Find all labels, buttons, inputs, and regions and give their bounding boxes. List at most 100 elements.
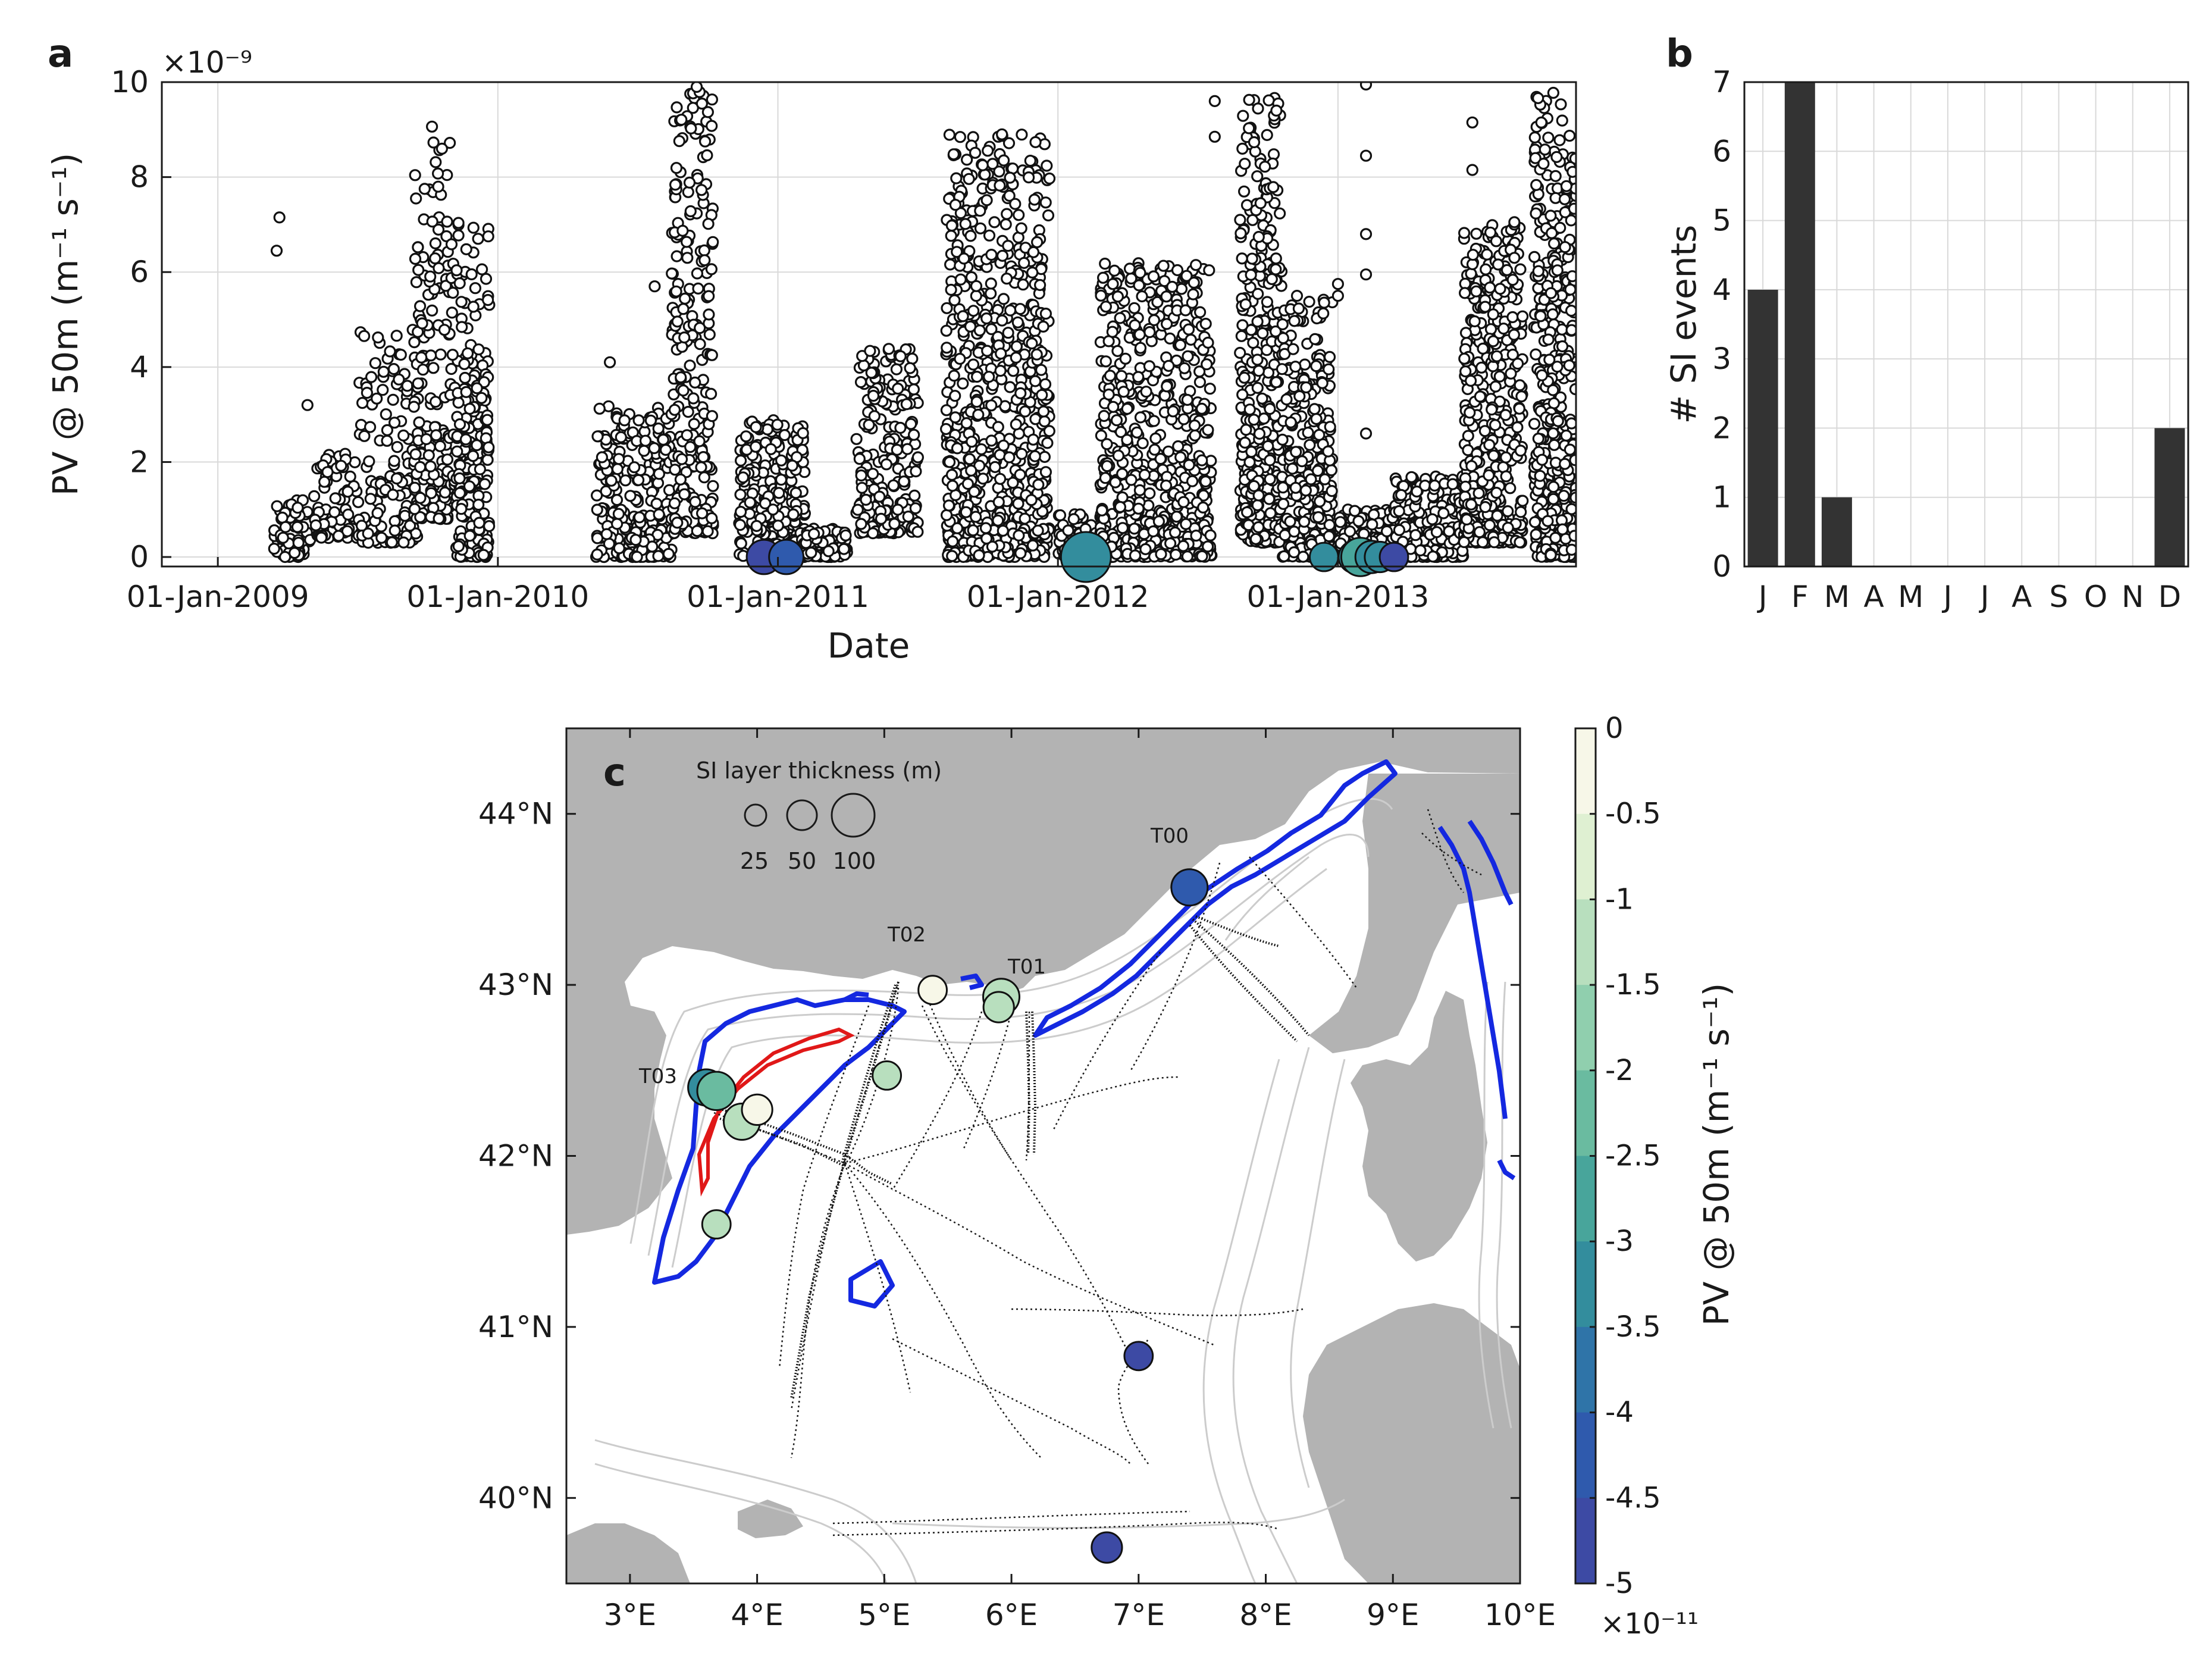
pv-point — [356, 396, 369, 409]
pv-point — [892, 382, 904, 395]
pv-point — [1298, 515, 1311, 528]
pv-point — [434, 348, 447, 361]
pv-point — [997, 154, 1010, 167]
pv-point — [1542, 333, 1555, 346]
pv-point — [1101, 438, 1113, 450]
pv-point — [1555, 98, 1567, 111]
pv-point — [1252, 365, 1265, 377]
pv-point — [482, 519, 496, 533]
pv-point — [271, 500, 283, 512]
pv-point — [1514, 263, 1527, 276]
pv-point — [698, 471, 710, 484]
pv-point — [1458, 352, 1471, 365]
pv-point — [668, 403, 681, 416]
pv-point — [887, 479, 900, 492]
pv-point — [1267, 181, 1280, 193]
pv-point — [425, 487, 437, 499]
pv-point — [1483, 439, 1496, 451]
pv-point — [1251, 315, 1264, 328]
pv-point — [422, 449, 435, 462]
pv-point — [447, 286, 459, 299]
pv-point — [1405, 471, 1418, 483]
pv-point — [414, 492, 427, 504]
pv-point — [959, 218, 972, 230]
pv-point — [902, 510, 914, 523]
pv-point — [1349, 505, 1361, 517]
pv-point — [994, 179, 1006, 192]
pv-point — [466, 450, 480, 462]
pv-point — [679, 292, 691, 305]
pv-point — [1251, 381, 1264, 395]
pv-point — [1302, 426, 1314, 439]
pv-point — [1196, 454, 1208, 467]
pv-point — [1164, 537, 1177, 550]
pv-point — [408, 336, 421, 349]
pv-point — [701, 525, 714, 537]
pv-point — [1277, 481, 1289, 494]
pv-point — [949, 390, 961, 402]
pv-point — [1467, 249, 1479, 261]
pv-point — [427, 362, 440, 374]
pv-point — [1004, 381, 1016, 393]
pv-point — [1018, 256, 1030, 269]
pv-point — [1528, 131, 1541, 144]
pv-point — [1002, 327, 1014, 339]
pv-point — [992, 496, 1005, 508]
pv-point — [894, 350, 907, 362]
pv-point — [960, 417, 973, 430]
pv-point — [1111, 290, 1124, 303]
pv-point — [1459, 365, 1472, 378]
pv-point — [674, 473, 687, 486]
pv-point — [1564, 130, 1576, 142]
pv-point — [1168, 526, 1182, 539]
pv-point — [410, 192, 422, 205]
pv-point — [1134, 342, 1147, 354]
pv-point — [358, 330, 371, 342]
pv-point — [1514, 379, 1526, 392]
pv-point — [381, 434, 393, 447]
pv-point — [1465, 460, 1478, 472]
pv-point — [853, 452, 866, 465]
pv-point — [948, 370, 960, 382]
pv-point — [472, 498, 485, 511]
pv-point — [1022, 171, 1035, 184]
pv-point — [1409, 529, 1422, 542]
pv-point — [706, 410, 719, 422]
pv-point — [1264, 473, 1276, 486]
pv-point — [698, 135, 712, 148]
pv-point — [1019, 405, 1032, 418]
pv-point — [1096, 504, 1108, 517]
pv-point — [1136, 290, 1148, 303]
pv-point — [1484, 281, 1496, 294]
pv-point — [1426, 513, 1439, 525]
pv-point — [653, 508, 665, 521]
pv-point — [1500, 470, 1512, 483]
pv-point — [1001, 273, 1013, 285]
pv-point — [675, 371, 687, 384]
pv-point — [945, 468, 958, 481]
pv-point — [1181, 550, 1194, 563]
pv-point — [1033, 278, 1047, 292]
pv-point — [1465, 498, 1477, 511]
pv-point — [1352, 515, 1365, 527]
pv-point — [474, 463, 487, 475]
pv-point — [1380, 525, 1393, 538]
pv-point — [750, 440, 762, 453]
pv-point — [1041, 159, 1053, 172]
pv-point — [369, 357, 382, 370]
pv-point — [397, 429, 410, 442]
pv-point — [1025, 494, 1038, 506]
pv-point — [1253, 427, 1266, 440]
pv-point — [704, 387, 718, 400]
pv-point — [1261, 129, 1273, 141]
pv-point — [900, 398, 913, 411]
pv-point — [1035, 364, 1048, 376]
pv-point — [684, 205, 697, 218]
pv-point — [1011, 316, 1024, 328]
pv-point — [1138, 468, 1151, 481]
pv-point — [397, 536, 410, 549]
pv-point — [463, 402, 476, 415]
pv-point — [1189, 259, 1202, 271]
pv-point — [680, 236, 693, 248]
pv-point — [1276, 433, 1289, 446]
